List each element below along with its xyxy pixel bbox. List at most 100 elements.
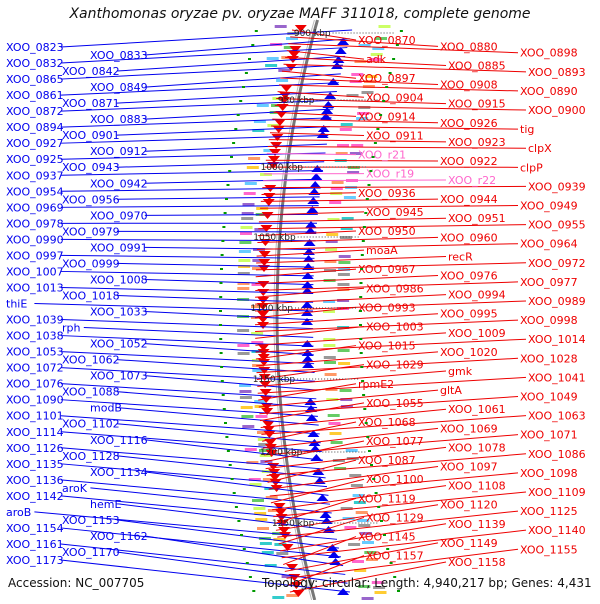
- left-label-line: [145, 179, 322, 183]
- tick-dot: [231, 478, 234, 480]
- tick-dot: [224, 212, 227, 214]
- right-gene-label: XOO_0960: [440, 231, 498, 244]
- left-gene-label: XOO_1073: [90, 370, 148, 383]
- right-gene-label: XOO_0976: [440, 270, 498, 283]
- tick-dot: [246, 562, 249, 564]
- right-gene-label: tig: [520, 123, 534, 136]
- tick-dot: [360, 366, 363, 368]
- scale-label: 1200 kbp: [260, 448, 303, 458]
- tick-dot: [225, 436, 228, 438]
- cog-feature: [253, 507, 265, 510]
- cog-feature: [339, 255, 351, 258]
- left-gene-label: XOO_1062: [62, 354, 120, 367]
- cog-feature: [351, 144, 363, 147]
- cog-feature: [238, 352, 250, 355]
- tick-dot: [219, 324, 222, 326]
- right-gene-label: XOO_1155: [520, 543, 578, 556]
- tick-dot: [225, 198, 228, 200]
- cog-feature: [240, 396, 252, 399]
- tick-dot: [360, 268, 363, 270]
- right-gene-label: rpmE2: [358, 378, 394, 391]
- left-gene-label: XOO_1090: [6, 394, 64, 407]
- left-gene-label: XOO_0842: [62, 65, 120, 78]
- right-gene-label: XOO_0989: [528, 295, 586, 308]
- tick-dot: [372, 156, 375, 158]
- right-label-line: [255, 333, 446, 345]
- right-gene-label: XOO_1120: [440, 499, 498, 512]
- right-gene-label: XOO_1139: [448, 518, 506, 531]
- tick-dot: [240, 534, 243, 536]
- left-gene-label: XOO_1102: [62, 418, 120, 431]
- left-gene-label: XOO_0937: [6, 169, 64, 182]
- right-gene-label: XOO_1028: [520, 352, 578, 365]
- tick-dot: [220, 366, 223, 368]
- right-label-line: [255, 295, 446, 305]
- forward-gene-arrow: [268, 156, 280, 163]
- tick-dot: [255, 30, 258, 32]
- reverse-gene-arrow: [304, 239, 316, 246]
- forward-gene-arrow: [269, 149, 281, 156]
- tick-dot: [359, 324, 362, 326]
- forward-gene-arrow: [263, 199, 275, 206]
- left-gene-label: thiE: [6, 298, 27, 311]
- cog-feature: [276, 552, 288, 555]
- right-gene-label: XOO_0900: [528, 104, 586, 117]
- left-gene-label: XOO_0865: [6, 73, 64, 86]
- right-gene-label: XOO_1129: [366, 511, 424, 524]
- tick-dot: [239, 100, 242, 102]
- cog-feature: [329, 201, 341, 204]
- left-gene-label: XOO_1072: [6, 362, 64, 375]
- tick-dot: [223, 408, 226, 410]
- right-label-line: [262, 422, 356, 441]
- right-gene-label: XOO_0944: [440, 193, 498, 206]
- tick-dot: [376, 128, 379, 130]
- tick-dot: [389, 72, 392, 74]
- tick-dot: [237, 520, 240, 522]
- tick-dot: [222, 394, 225, 396]
- cog-feature: [240, 390, 252, 393]
- right-gene-label: clpX: [528, 142, 552, 155]
- scale-label: 1250 kbp: [272, 519, 315, 529]
- left-gene-label: XOO_0969: [6, 201, 64, 214]
- left-gene-label: XOO_0861: [6, 89, 64, 102]
- tick-dot: [360, 282, 363, 284]
- cog-feature: [331, 441, 343, 444]
- right-gene-label: XOO_1158: [448, 556, 506, 569]
- tick-dot: [364, 212, 367, 214]
- cog-feature: [338, 283, 350, 286]
- left-gene-label: XOO_0832: [6, 57, 64, 70]
- right-gene-label: XOO_r19: [366, 168, 414, 181]
- left-label-line: [145, 144, 327, 151]
- left-gene-label: XOO_0979: [62, 225, 120, 238]
- tick-dot: [361, 254, 364, 256]
- cog-feature: [276, 79, 288, 82]
- tick-dot: [252, 590, 255, 592]
- left-gene-label: XOO_1101: [6, 410, 64, 423]
- left-gene-label: XOO_1136: [6, 474, 64, 487]
- reverse-gene-arrow: [306, 414, 318, 421]
- right-gene-label: XOO_1009: [448, 327, 506, 340]
- cog-feature: [238, 259, 250, 262]
- tick-dot: [237, 114, 240, 116]
- cog-feature: [239, 250, 251, 253]
- cog-feature: [257, 527, 269, 530]
- left-label-line: [117, 263, 314, 267]
- tick-dot: [219, 338, 222, 340]
- left-gene-label: XOO_0925: [6, 153, 64, 166]
- cog-feature: [329, 422, 341, 425]
- right-gene-label: XOO_1086: [528, 448, 586, 461]
- right-gene-label: XOO_0922: [440, 155, 498, 168]
- reverse-gene-arrow: [321, 107, 333, 114]
- forward-gene-arrow: [257, 322, 269, 329]
- left-gene-label: XOO_0943: [62, 161, 120, 174]
- cog-feature: [275, 25, 287, 28]
- tick-dot: [220, 268, 223, 270]
- cog-feature: [323, 344, 335, 347]
- right-gene-label: XOO_1149: [440, 537, 498, 550]
- tick-dot: [368, 184, 371, 186]
- cog-feature: [243, 203, 255, 206]
- left-gene-label: XOO_0942: [90, 177, 148, 190]
- left-gene-label: XOO_0991: [90, 241, 148, 254]
